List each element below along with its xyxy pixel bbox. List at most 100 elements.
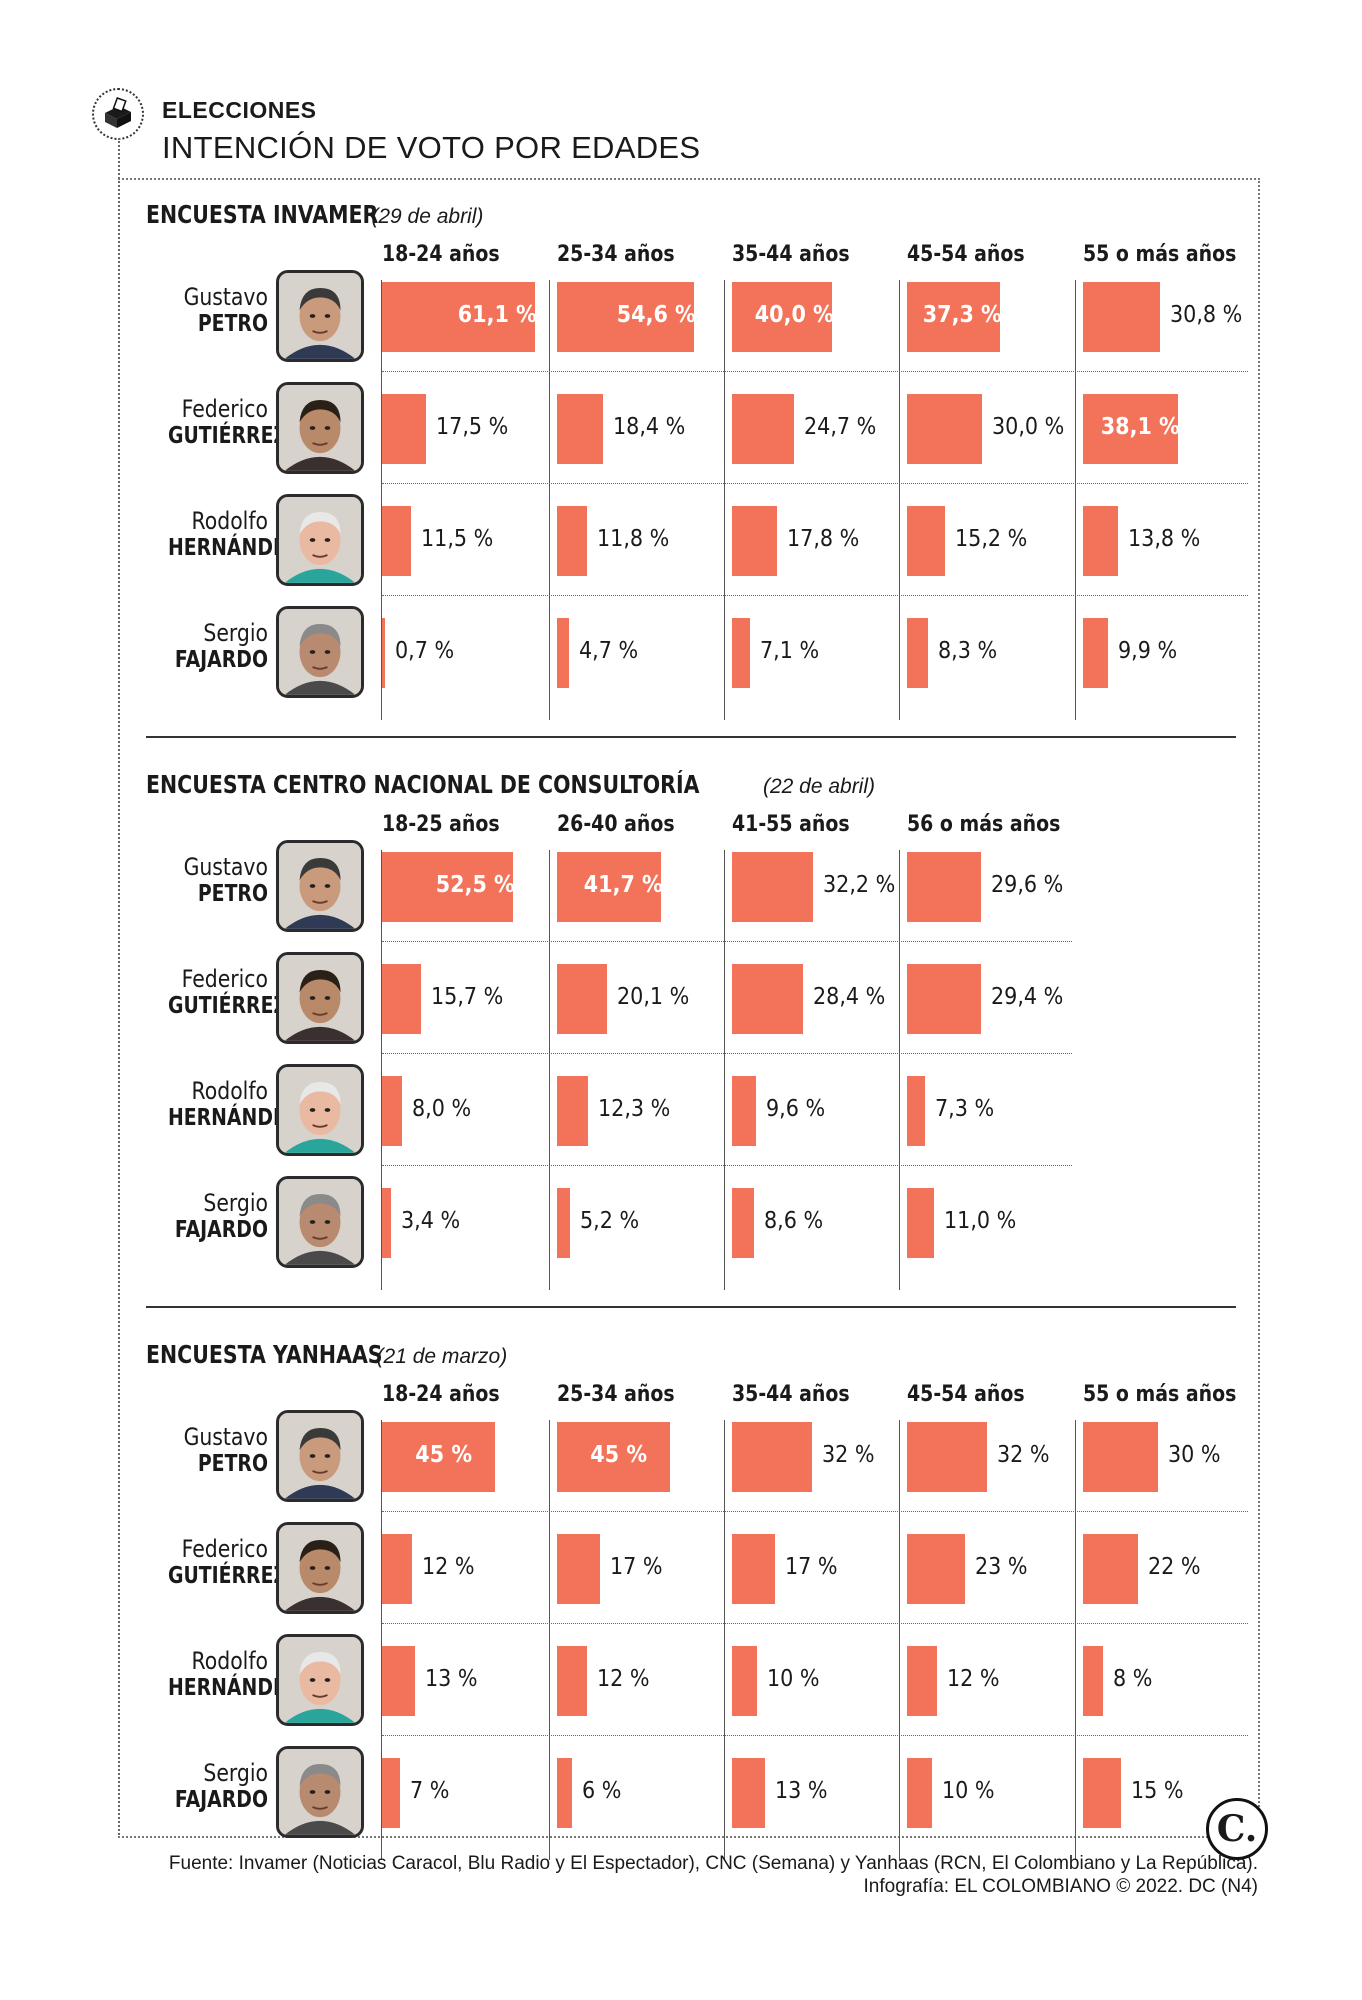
data-label: 30,0 % xyxy=(992,414,1065,440)
source-note: Fuente: Invamer (Noticias Caracol, Blu R… xyxy=(122,1852,1258,1898)
candidate-name: Gustavo PETRO xyxy=(146,284,268,338)
candidate-last-name: PETRO xyxy=(197,311,268,337)
candidate-last-name: FAJARDO xyxy=(174,1217,268,1243)
data-label: 32 % xyxy=(997,1442,1050,1468)
bar xyxy=(382,1188,391,1258)
data-label: 29,6 % xyxy=(991,872,1064,898)
data-label: 10 % xyxy=(767,1666,820,1692)
data-label: 8 % xyxy=(1113,1666,1153,1692)
row-divider xyxy=(382,1735,1248,1736)
candidate-photo xyxy=(276,1064,364,1156)
bar xyxy=(732,1534,775,1604)
data-label: 7,3 % xyxy=(935,1096,995,1122)
column-divider xyxy=(1075,280,1076,720)
el-colombiano-logo: C. xyxy=(1206,1798,1268,1860)
data-label: 5,2 % xyxy=(580,1208,640,1234)
row-divider xyxy=(382,1623,1248,1624)
axis-line xyxy=(381,1420,382,1860)
column-divider xyxy=(724,850,725,1290)
bar xyxy=(557,1646,587,1716)
bar xyxy=(907,1422,987,1492)
data-label: 38,1 % xyxy=(1100,414,1180,440)
candidate-last-name: FAJARDO xyxy=(174,647,268,673)
age-column-header: 35-44 años xyxy=(732,1382,850,1407)
data-label: 0,7 % xyxy=(395,638,455,664)
data-label: 7,1 % xyxy=(760,638,820,664)
data-label: 18,4 % xyxy=(613,414,686,440)
bar xyxy=(382,1076,402,1146)
bar xyxy=(732,506,777,576)
candidate-name: Sergio FAJARDO xyxy=(146,620,268,674)
candidate-photo xyxy=(276,1746,364,1838)
bar xyxy=(732,1188,754,1258)
survey-name: ENCUESTA INVAMER xyxy=(146,200,379,229)
bar xyxy=(732,964,803,1034)
data-label: 10 % xyxy=(942,1778,995,1804)
column-divider xyxy=(899,1420,900,1860)
bar xyxy=(907,1076,925,1146)
bar xyxy=(732,394,794,464)
age-column-header: 25-34 años xyxy=(557,242,675,267)
column-divider xyxy=(724,1420,725,1860)
row-divider xyxy=(382,595,1248,596)
candidate-name: Rodolfo HERNÁNDEZ xyxy=(146,1078,300,1132)
candidate-last-name: HERNÁNDEZ xyxy=(167,535,300,561)
candidate-name: Sergio FAJARDO xyxy=(146,1760,268,1814)
bar xyxy=(1083,394,1178,464)
candidate-first-name: Sergio xyxy=(203,619,268,647)
data-label: 15,7 % xyxy=(431,984,504,1010)
age-column-header: 18-24 años xyxy=(382,1382,500,1407)
bar xyxy=(732,1758,765,1828)
credit-text: Infografía: EL COLOMBIANO © 2022. DC (N4… xyxy=(863,1876,1259,1897)
age-column-header: 18-24 años xyxy=(382,242,500,267)
data-label: 15,2 % xyxy=(955,526,1028,552)
data-label: 32 % xyxy=(822,1442,875,1468)
data-label: 12 % xyxy=(597,1666,650,1692)
data-label: 12,3 % xyxy=(598,1096,671,1122)
axis-line xyxy=(381,850,382,1290)
bar xyxy=(557,1758,572,1828)
data-label: 32,2 % xyxy=(823,872,896,898)
bar xyxy=(732,282,832,352)
data-label: 30,8 % xyxy=(1170,302,1243,328)
bar xyxy=(382,618,385,688)
section-eyebrow: ELECCIONES xyxy=(162,97,317,123)
data-label: 11,8 % xyxy=(597,526,670,552)
candidate-first-name: Federico xyxy=(181,1535,268,1563)
candidate-photo xyxy=(276,606,364,698)
survey-date: (21 de marzo) xyxy=(376,1345,508,1368)
candidate-photo xyxy=(276,1634,364,1726)
bar xyxy=(382,964,421,1034)
candidate-photo xyxy=(276,494,364,586)
bar xyxy=(382,1758,400,1828)
data-label: 17 % xyxy=(785,1554,838,1580)
age-column-header: 26-40 años xyxy=(557,812,675,837)
bar xyxy=(1083,282,1160,352)
bar xyxy=(557,1534,600,1604)
data-label: 4,7 % xyxy=(579,638,639,664)
data-label: 11,5 % xyxy=(421,526,494,552)
ballot-box-icon xyxy=(92,88,144,140)
candidate-last-name: HERNÁNDEZ xyxy=(167,1675,300,1701)
candidate-name: Federico GUTIÉRREZ xyxy=(146,1535,287,1590)
candidate-last-name: GUTIÉRREZ xyxy=(167,423,288,449)
candidate-first-name: Gustavo xyxy=(183,1423,268,1451)
bar xyxy=(1083,618,1108,688)
candidate-photo xyxy=(276,840,364,932)
data-label: 45 % xyxy=(415,1442,473,1468)
candidate-name: Gustavo PETRO xyxy=(146,1424,268,1478)
bar xyxy=(382,506,411,576)
data-label: 8,3 % xyxy=(938,638,998,664)
section-separator xyxy=(146,736,1236,738)
candidate-photo xyxy=(276,952,364,1044)
candidate-photo xyxy=(276,1410,364,1502)
data-label: 54,6 % xyxy=(616,302,696,328)
data-label: 6 % xyxy=(582,1778,622,1804)
bar xyxy=(907,964,981,1034)
row-divider xyxy=(382,371,1248,372)
bar xyxy=(907,618,928,688)
survey-title: ENCUESTA INVAMER(29 de abril) xyxy=(146,200,483,229)
bar xyxy=(1083,1534,1138,1604)
bar xyxy=(732,618,750,688)
candidate-first-name: Gustavo xyxy=(183,283,268,311)
